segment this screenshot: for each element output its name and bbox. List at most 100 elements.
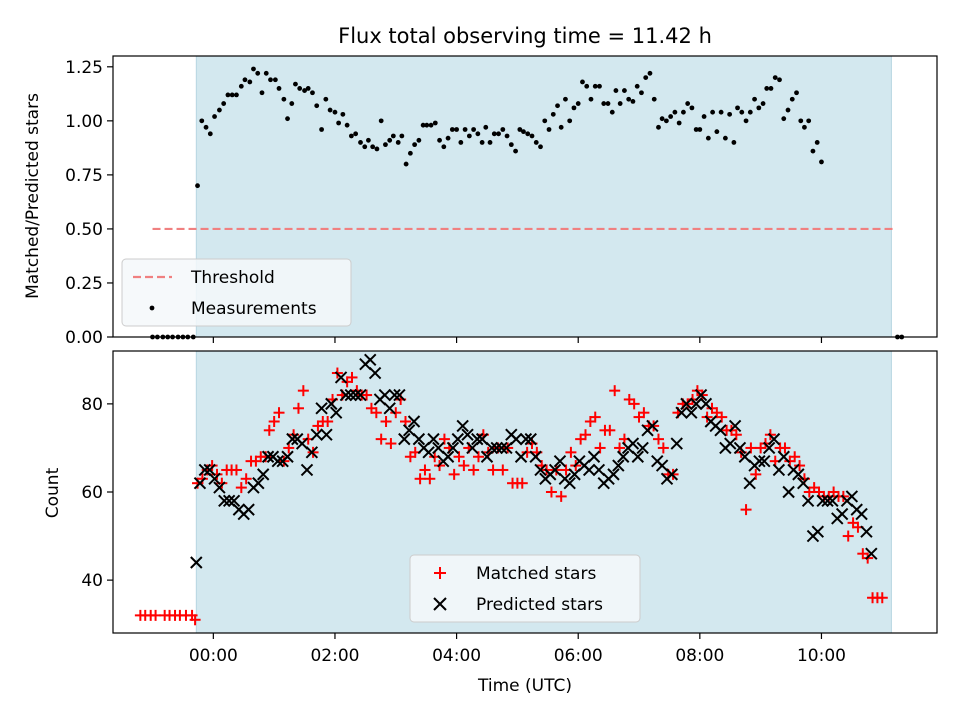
predicted-star-point [724, 437, 737, 450]
predicted-star-point [514, 450, 528, 463]
legend-threshold-label: Threshold [190, 268, 275, 288]
x-axis-label: Time (UTC) [477, 676, 572, 696]
measurement-point [567, 118, 573, 124]
ratio-legend: Threshold Measurements [121, 258, 352, 327]
matched-star-point [361, 389, 373, 401]
measurement-point [743, 118, 749, 124]
measurement-point [432, 120, 438, 126]
predicted-star-point [792, 468, 805, 481]
measurement-point [647, 70, 653, 76]
measurement-point [221, 101, 227, 106]
predicted-star-point [728, 419, 742, 433]
matched-star-point [375, 433, 387, 445]
measurement-point [538, 144, 543, 150]
measurement-point [563, 96, 568, 102]
measurement-point [420, 122, 426, 128]
predicted-star-point [835, 507, 849, 521]
measurement-point [597, 83, 602, 89]
predicted-star-point [485, 441, 499, 455]
matched-star-point [497, 464, 509, 476]
measurement-point [739, 109, 745, 115]
predicted-star-point [665, 468, 679, 481]
measurement-point [340, 111, 346, 117]
measurement-point [558, 124, 564, 130]
measurement-point [475, 131, 481, 137]
x-tick-label: 02:00 [310, 646, 359, 666]
measurement-point [521, 129, 526, 135]
predicted-star-point [772, 463, 786, 477]
ratio-panel: 0.00 0.25 0.50 0.75 1.00 1.25 Matched/Predict… [23, 55, 938, 348]
predicted-star-point [193, 476, 207, 490]
predicted-star-point [295, 437, 309, 450]
legend-matched-label: Matched stars [476, 564, 596, 584]
measurement-point [332, 109, 338, 115]
measurement-point [529, 133, 535, 139]
matched-star-point [230, 464, 242, 476]
predicted-star-point [339, 388, 353, 402]
measurement-point [584, 83, 590, 89]
measurement-point [525, 131, 531, 137]
measurement-point [500, 127, 506, 132]
matched-star-point [730, 429, 742, 441]
predicted-star-point [860, 525, 873, 538]
measurement-point [672, 109, 678, 115]
measurement-point [297, 86, 303, 91]
measurement-point [395, 140, 401, 145]
predicted-star-point [670, 437, 683, 450]
predicted-star-point [315, 402, 328, 415]
predicted-star-point [378, 388, 392, 402]
measurement-point [571, 105, 577, 111]
predicted-star-point [305, 446, 319, 459]
measurement-point [336, 120, 342, 126]
matched-star-point [292, 402, 304, 414]
predicted-star-point [412, 432, 426, 446]
ratio-axes-frame [112, 55, 938, 338]
predicted-star-point [801, 494, 815, 508]
x-tick-label: 00:00 [189, 646, 238, 666]
predicted-star-point [509, 432, 523, 446]
measurement-point [374, 146, 380, 152]
measurement-point [225, 92, 231, 98]
measurement-point [229, 92, 235, 98]
measurement-point [794, 90, 799, 96]
predicted-star-point [286, 432, 299, 446]
measurement-point [785, 107, 791, 113]
figure-title: Flux total observing time = 11.42 h [338, 24, 712, 48]
predicted-star-point [344, 388, 357, 402]
predicted-star-point [495, 441, 508, 455]
measurement-point [777, 77, 782, 83]
measurement-point [546, 127, 552, 132]
count-legend: Matched stars Predicted stars [409, 554, 641, 623]
matched-star-point [414, 473, 426, 485]
predicted-star-point [617, 450, 630, 463]
predicted-star-point [388, 388, 401, 402]
measurement-point [234, 92, 239, 98]
matched-star-point [235, 482, 247, 494]
measurement-point [412, 142, 418, 148]
measurement-point [693, 127, 699, 132]
predicted-star-point [203, 463, 216, 477]
measurement-point [407, 150, 413, 156]
measurement-point [789, 96, 795, 102]
measurement-point [370, 144, 376, 150]
predicted-star-point [694, 388, 708, 402]
measurement-point [259, 90, 265, 96]
measurement-point [285, 116, 290, 122]
predicted-star-point [592, 463, 606, 477]
measurement-point [705, 135, 711, 141]
measurement-point [445, 135, 451, 141]
measurement-point [722, 135, 728, 141]
measurement-point [656, 124, 661, 130]
measurement-point [390, 133, 396, 139]
matched-star-point [842, 530, 854, 542]
predicted-star-point [612, 459, 625, 472]
matched-star-point [419, 464, 431, 476]
predicted-star-point [422, 446, 435, 459]
matched-star-point [273, 407, 285, 419]
measurement-point [626, 96, 632, 102]
matched-star-point [458, 460, 470, 472]
predicted-star-point [407, 415, 421, 428]
predicted-star-point [402, 424, 416, 437]
matched-star-point [472, 451, 484, 463]
predicted-star-point [762, 441, 776, 455]
